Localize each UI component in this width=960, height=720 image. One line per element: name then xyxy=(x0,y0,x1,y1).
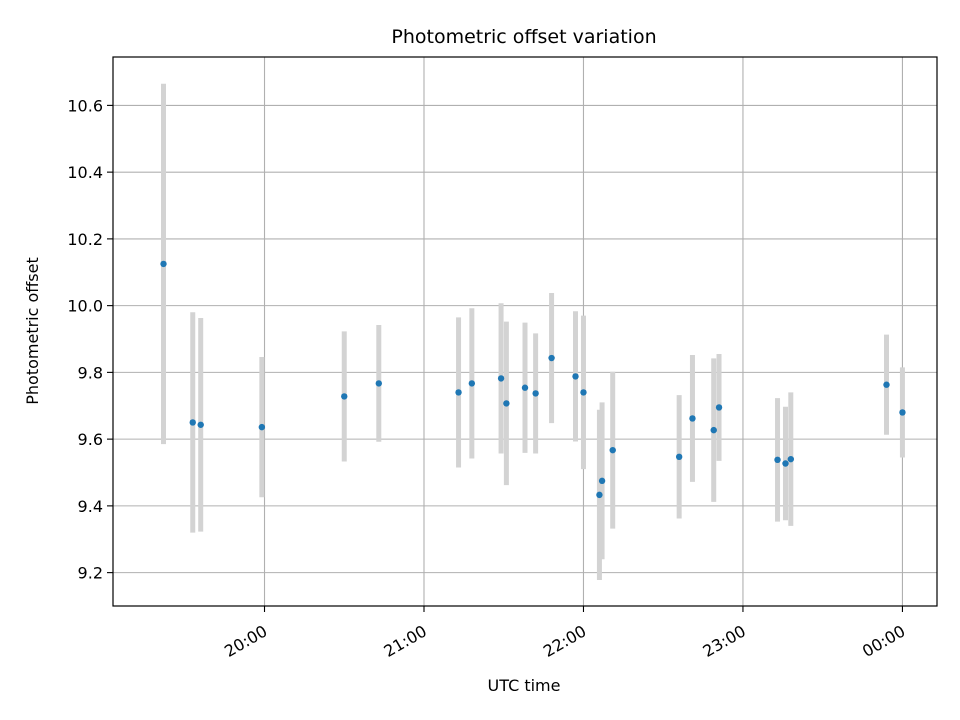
data-point xyxy=(497,375,505,382)
data-points xyxy=(160,260,906,499)
data-point xyxy=(258,423,266,431)
data-point xyxy=(503,400,510,407)
data-point xyxy=(468,380,476,387)
y-tick-label: 10.6 xyxy=(67,96,103,115)
data-point xyxy=(774,456,781,464)
x-tick-label: 22:00 xyxy=(540,621,589,661)
data-point xyxy=(596,491,603,499)
data-point xyxy=(197,421,204,428)
data-point xyxy=(521,384,529,391)
data-point xyxy=(782,460,789,467)
data-point xyxy=(609,446,616,454)
data-point xyxy=(598,477,606,485)
x-tick-label: 20:00 xyxy=(221,621,270,661)
data-point xyxy=(189,419,196,426)
data-point xyxy=(341,393,348,400)
y-tick-label: 10.2 xyxy=(67,230,103,249)
data-point xyxy=(160,260,167,268)
data-point xyxy=(715,404,723,411)
x-tick-label: 21:00 xyxy=(381,621,430,661)
y-tick-label: 10.0 xyxy=(67,297,103,316)
data-point xyxy=(532,390,539,397)
x-axis-label: UTC time xyxy=(488,676,561,695)
y-axis-ticks: 9.2 9.4 9.6 9.8 10.0 10.2 10.4 10.6 xyxy=(67,96,113,583)
y-tick-label: 9.4 xyxy=(78,497,103,516)
y-tick-label: 10.4 xyxy=(67,163,103,182)
data-point xyxy=(899,409,906,416)
chart-title: Photometric offset variation xyxy=(391,26,656,48)
x-tick-label: 00:00 xyxy=(859,621,908,661)
data-point xyxy=(689,415,696,422)
data-point xyxy=(580,389,587,396)
plot-frame xyxy=(112,56,938,607)
data-point xyxy=(572,373,579,380)
x-axis-ticks: 20:00 21:00 22:00 23:00 00:00 xyxy=(221,606,908,661)
y-tick-label: 9.8 xyxy=(78,363,103,382)
data-point xyxy=(675,453,683,461)
data-point xyxy=(548,354,555,362)
x-tick-label: 23:00 xyxy=(700,621,749,661)
data-point xyxy=(455,389,462,396)
data-point xyxy=(883,381,890,388)
data-point xyxy=(710,426,717,434)
y-axis-label: Photometric offset xyxy=(23,257,42,405)
y-tick-label: 9.6 xyxy=(78,430,103,449)
data-point xyxy=(375,380,383,387)
data-point xyxy=(787,455,795,463)
y-tick-label: 9.2 xyxy=(78,564,103,583)
